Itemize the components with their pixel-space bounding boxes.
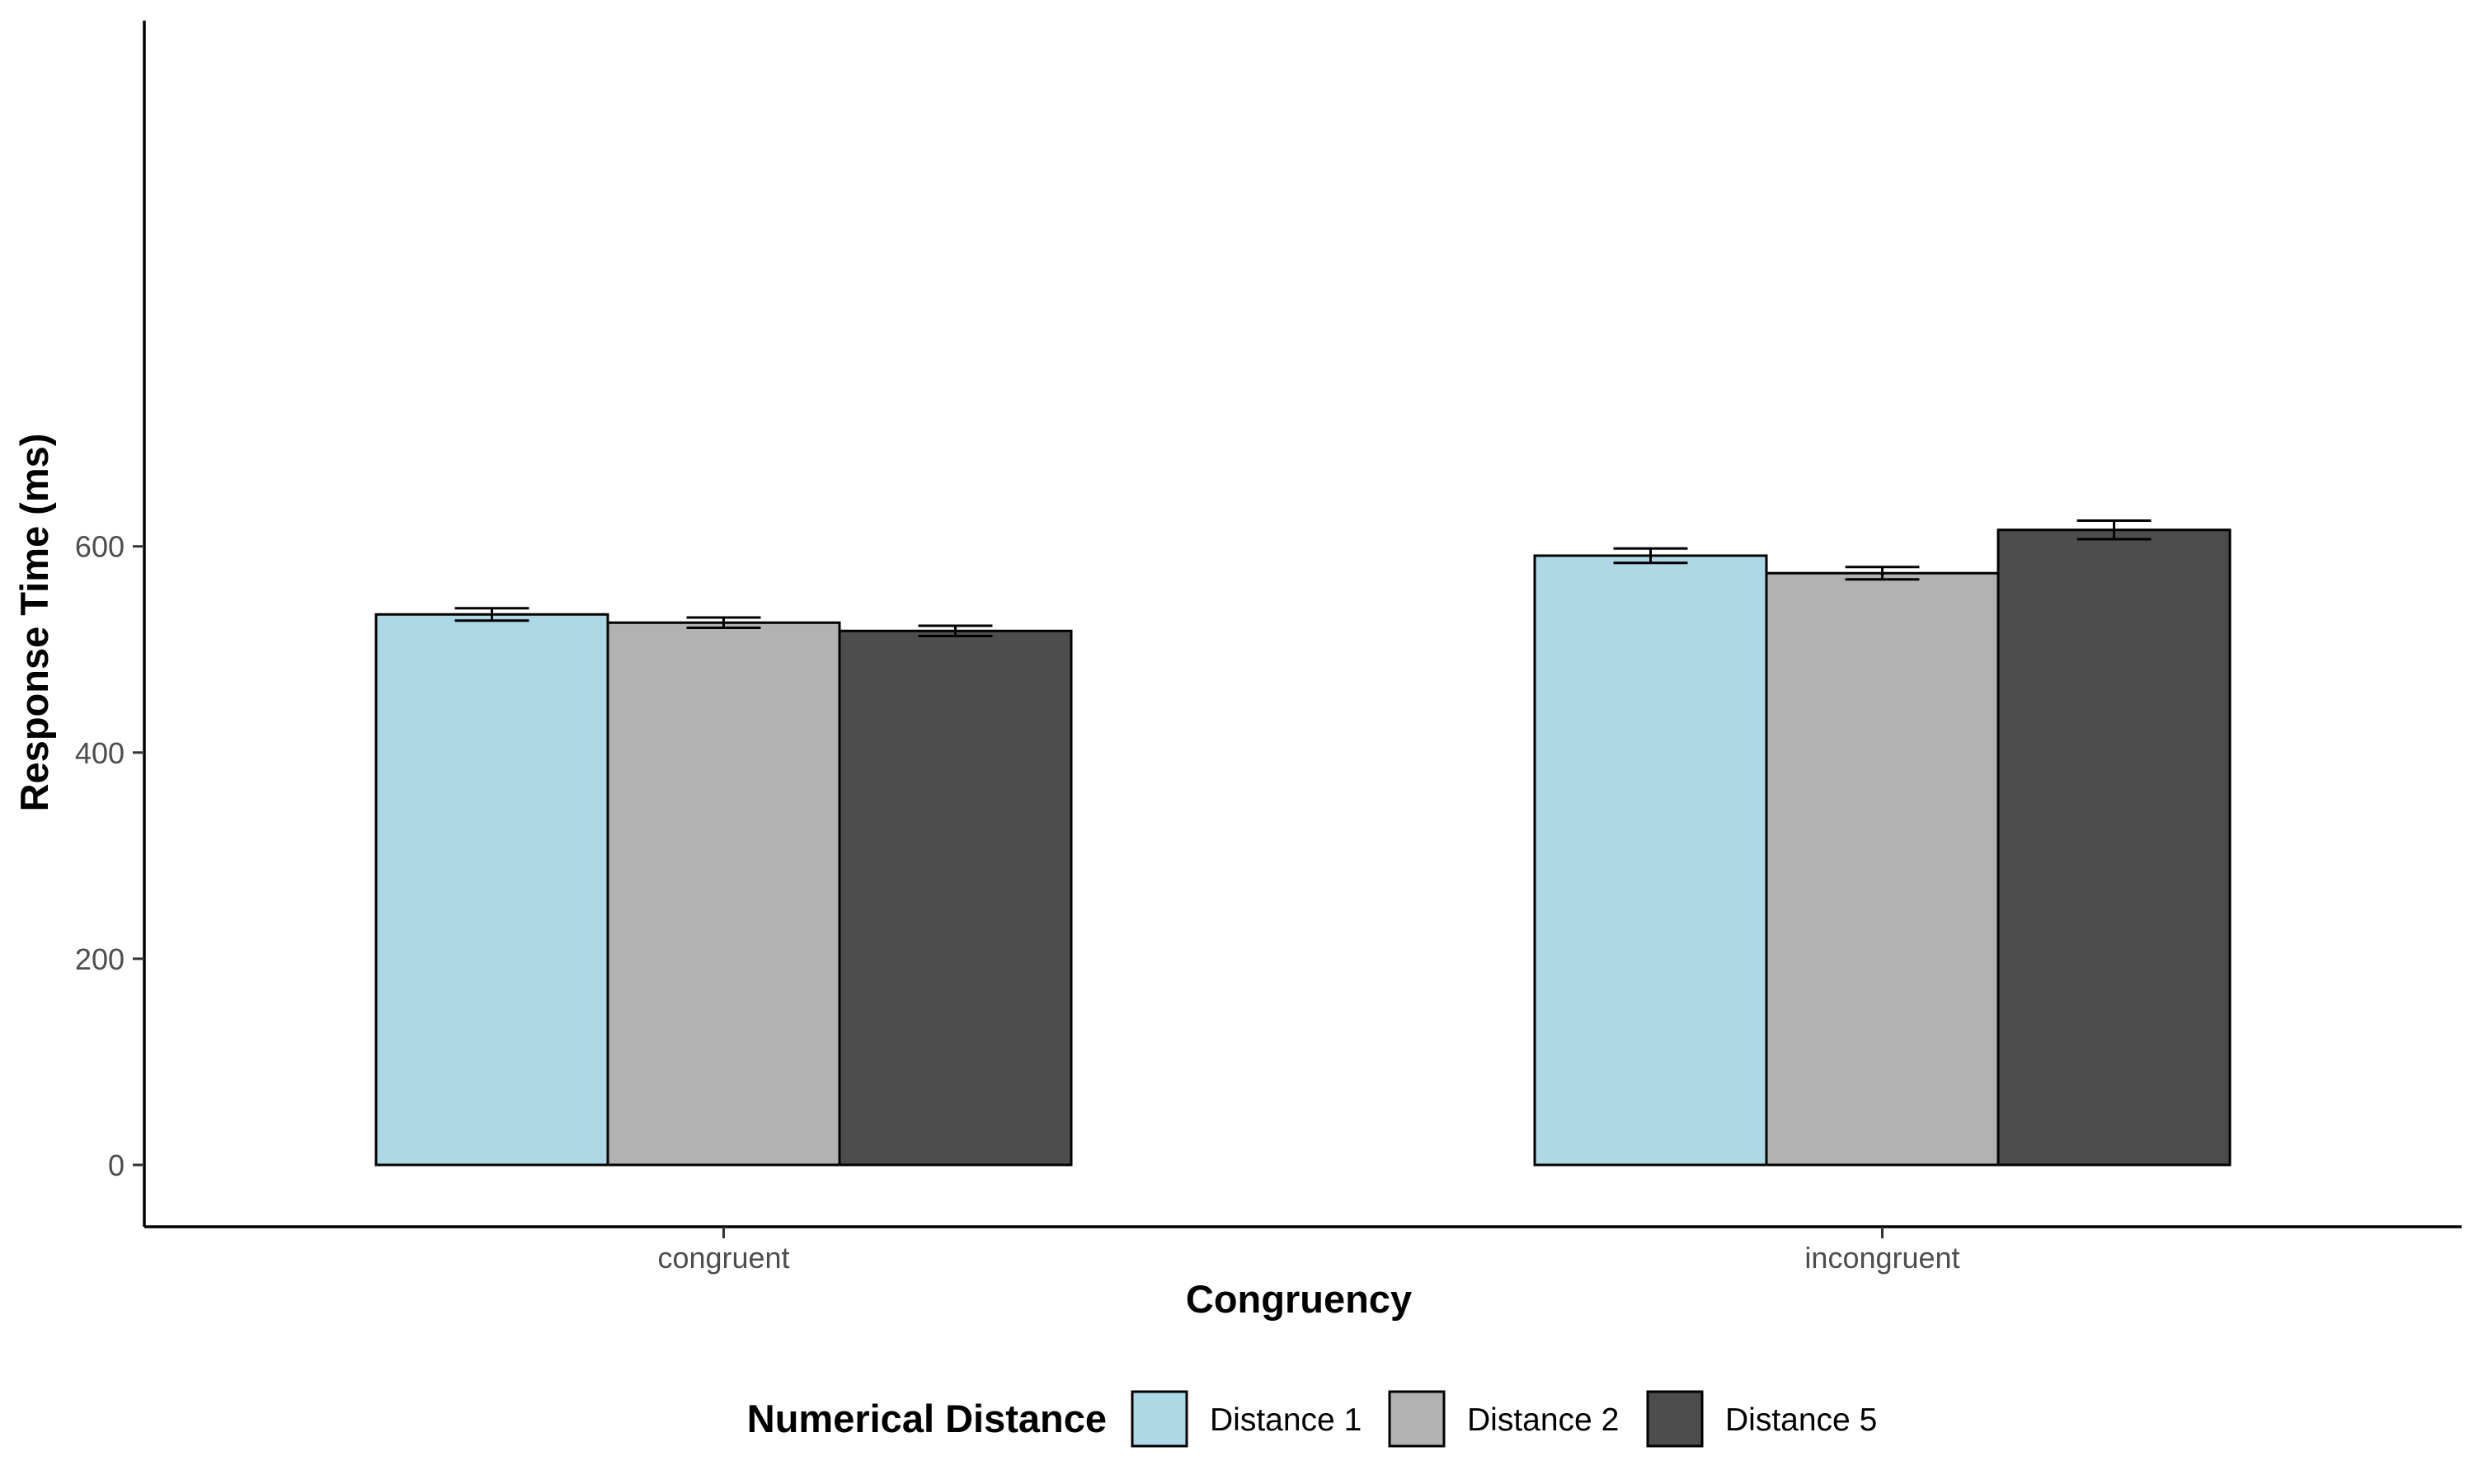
x-tick-label-incongruent: incongruent bbox=[1804, 1241, 1959, 1275]
legend-items: Distance 1 Distance 2 Distance 5 bbox=[1131, 1390, 1877, 1448]
legend-key-distance-1 bbox=[1131, 1390, 1188, 1448]
legend-label-distance-1: Distance 1 bbox=[1210, 1402, 1362, 1438]
y-axis-title: Response Time (ms) bbox=[12, 434, 56, 812]
y-tick-label: 0 bbox=[108, 1148, 125, 1182]
bar-congruent-distance-5 bbox=[838, 629, 1073, 1167]
error-bar-congruent-distance-2 bbox=[686, 616, 761, 630]
legend-key-distance-5 bbox=[1646, 1390, 1704, 1448]
bar-congruent-distance-1 bbox=[374, 613, 609, 1167]
x-axis-title: Congruency bbox=[1186, 1277, 1412, 1321]
error-bar-incongruent-distance-2 bbox=[1845, 566, 1920, 581]
bar-incongruent-distance-1 bbox=[1533, 554, 1768, 1167]
plot-area bbox=[374, 519, 2232, 1167]
error-bar-congruent-distance-5 bbox=[918, 624, 993, 638]
legend-label-distance-5: Distance 5 bbox=[1725, 1402, 1877, 1438]
error-bar-incongruent-distance-5 bbox=[2077, 519, 2152, 541]
bar-incongruent-distance-5 bbox=[1997, 528, 2232, 1167]
x-tick-label-congruent: congruent bbox=[657, 1241, 789, 1275]
y-tick-label: 200 bbox=[75, 942, 125, 976]
legend-title: Numerical Distance bbox=[747, 1397, 1107, 1440]
bar-incongruent-distance-2 bbox=[1765, 571, 2000, 1167]
y-tick-label: 400 bbox=[75, 736, 125, 770]
error-bar-incongruent-distance-1 bbox=[1613, 547, 1688, 565]
error-bar-congruent-distance-1 bbox=[454, 607, 529, 622]
y-axis-ticks: 0 200 400 600 bbox=[75, 530, 144, 1182]
legend-key-distance-2 bbox=[1388, 1390, 1446, 1448]
x-axis-ticks: congruent incongruent bbox=[657, 1227, 1960, 1275]
bar-congruent-distance-2 bbox=[606, 621, 841, 1167]
y-tick-label: 600 bbox=[75, 530, 125, 564]
legend-label-distance-2: Distance 2 bbox=[1467, 1402, 1619, 1438]
